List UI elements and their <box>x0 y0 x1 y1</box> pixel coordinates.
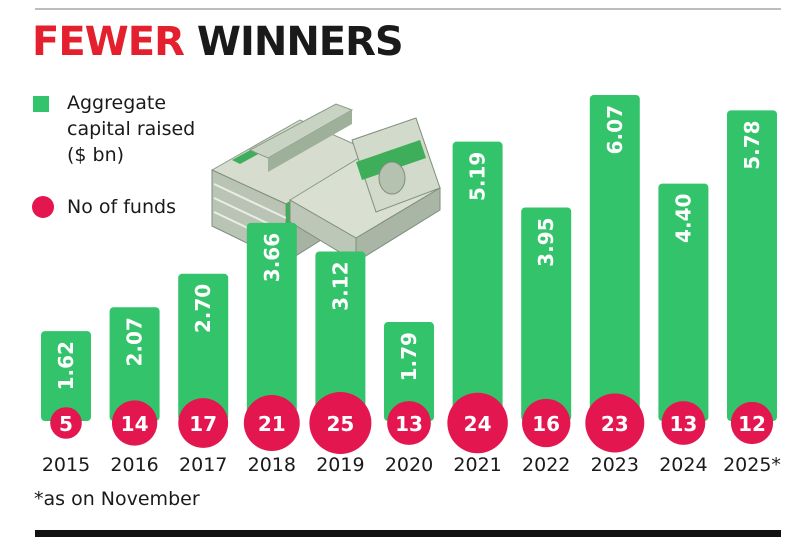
funds-bubble-2017 <box>178 398 229 448</box>
bar-2021 <box>452 141 503 421</box>
funds-label-2022: 16 <box>532 412 560 436</box>
bar-2018 <box>246 222 297 421</box>
value-label-2020: 1.79 <box>397 332 421 381</box>
value-label-2015: 1.62 <box>54 341 78 390</box>
x-tick-label-2025: 2025* <box>723 454 781 476</box>
money-bundles-illustration <box>210 103 442 263</box>
footnote: *as on November <box>34 488 200 510</box>
funds-label-2024: 13 <box>669 412 697 436</box>
bar-2022 <box>521 207 572 421</box>
x-tick-labels-group: 2015 2016 2017 2018 2019 2020 2021 2022 2023 2024… <box>42 454 781 476</box>
bars-group <box>41 95 777 422</box>
funds-label-2020: 13 <box>395 412 423 436</box>
funds-label-2023: 23 <box>601 412 629 436</box>
bar-2017 <box>178 273 229 421</box>
value-label-2025: 5.78 <box>740 120 764 169</box>
funds-bubble-2022 <box>522 398 571 448</box>
value-label-2022: 3.95 <box>534 217 558 266</box>
bar-2025 <box>727 110 777 422</box>
legend-label-capital: Aggregate capital raised ($ bn) <box>67 90 195 168</box>
funds-label-2019: 25 <box>326 412 354 436</box>
legend-label-capital-line1: Aggregate <box>67 92 167 114</box>
x-tick-label-2023: 2023 <box>591 454 639 476</box>
funds-bubble-2025 <box>730 401 774 445</box>
green-square-icon <box>33 96 49 112</box>
value-label-2018: 3.66 <box>260 233 284 282</box>
chart-title: FEWER WINNERS <box>32 18 404 66</box>
funds-bubble-2019 <box>309 392 372 454</box>
bar-2023 <box>589 95 640 421</box>
funds-bubble-2020 <box>387 401 431 445</box>
x-tick-label-2016: 2016 <box>110 454 158 476</box>
legend: Aggregate capital raised ($ bn) No of fu… <box>32 90 195 218</box>
funds-label-2016: 14 <box>121 412 149 436</box>
funds-label-2018: 21 <box>258 412 286 436</box>
funds-label-2025: 12 <box>738 412 766 436</box>
value-label-2017: 2.70 <box>191 284 215 333</box>
x-tick-label-2022: 2022 <box>522 454 570 476</box>
funds-bubble-2024 <box>661 401 706 445</box>
value-label-2021: 5.19 <box>466 152 490 201</box>
bar-2019 <box>315 251 366 421</box>
red-circle-icon <box>32 196 54 218</box>
x-tick-label-2015: 2015 <box>42 454 90 476</box>
x-tick-label-2021: 2021 <box>453 454 501 476</box>
bottom-rule <box>35 530 781 537</box>
funds-label-2021: 24 <box>464 412 492 436</box>
bar-2020 <box>384 322 434 421</box>
x-tick-label-2020: 2020 <box>385 454 433 476</box>
legend-label-capital-line2: capital raised <box>67 118 196 140</box>
top-rule <box>35 8 781 10</box>
bubbles-group: 5 14 17 21 25 13 24 16 23 13 12 <box>50 392 774 454</box>
funds-label-2015: 5 <box>59 412 73 436</box>
x-tick-label-2017: 2017 <box>179 454 227 476</box>
bar-2016 <box>109 307 160 421</box>
value-label-2016: 2.07 <box>123 317 147 366</box>
value-label-2024: 4.40 <box>671 194 695 243</box>
funds-bubble-2018 <box>243 395 300 451</box>
legend-item-capital: Aggregate capital raised ($ bn) <box>33 90 195 168</box>
value-label-2023: 6.07 <box>603 105 627 154</box>
x-tick-label-2019: 2019 <box>316 454 364 476</box>
value-labels-group: 1.62 2.07 2.70 3.66 3.12 1.79 5.19 3.95 6.07 4.40… <box>54 105 764 390</box>
value-label-2019: 3.12 <box>328 261 352 310</box>
legend-label-capital-line3: ($ bn) <box>67 144 125 166</box>
funds-bubble-2023 <box>585 393 645 453</box>
funds-label-2017: 17 <box>189 412 217 436</box>
bar-2015 <box>41 331 91 421</box>
funds-bubble-2016 <box>111 400 158 446</box>
title-word: WINNERS <box>196 19 404 65</box>
legend-label-funds: No of funds <box>67 196 176 218</box>
bar-2024 <box>658 183 709 421</box>
title-accent-word: FEWER <box>32 19 185 65</box>
x-tick-label-2018: 2018 <box>248 454 296 476</box>
funds-bubble-2021 <box>447 392 508 454</box>
funds-bubble-2015 <box>50 407 82 439</box>
x-tick-label-2024: 2024 <box>659 454 707 476</box>
